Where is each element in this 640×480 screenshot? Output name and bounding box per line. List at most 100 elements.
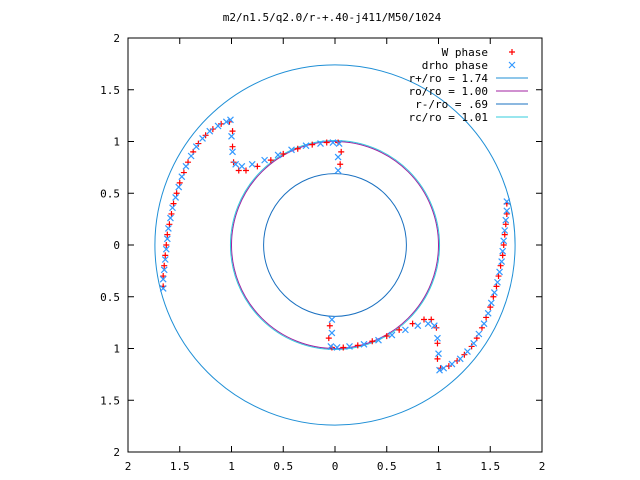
data-point xyxy=(369,338,376,345)
data-point xyxy=(503,210,510,217)
data-point xyxy=(162,252,169,259)
data-point xyxy=(502,221,509,228)
data-point xyxy=(430,322,438,330)
data-point xyxy=(195,140,202,147)
data-point xyxy=(428,316,435,323)
data-point xyxy=(159,275,167,283)
data-point xyxy=(267,157,274,164)
legend-label: W phase xyxy=(442,46,488,59)
data-point xyxy=(294,145,301,152)
data-point xyxy=(178,173,186,181)
data-point xyxy=(448,360,456,368)
x-tick-label: 2 xyxy=(125,460,132,473)
data-point xyxy=(490,293,497,300)
data-point xyxy=(414,322,422,330)
data-point xyxy=(503,198,511,205)
data-point xyxy=(388,331,396,339)
data-point xyxy=(187,152,195,160)
data-point xyxy=(199,134,206,142)
data-point xyxy=(501,227,509,234)
x-tick-label: 1.5 xyxy=(480,460,500,473)
data-point xyxy=(500,242,507,248)
data-point xyxy=(468,343,475,350)
x-tick-label: 1 xyxy=(435,460,442,473)
data-point xyxy=(176,179,183,186)
data-point xyxy=(261,156,269,164)
data-point xyxy=(232,160,240,168)
data-point xyxy=(309,141,316,148)
data-point xyxy=(162,245,170,253)
radius-circle xyxy=(154,64,516,426)
radius-circle xyxy=(263,173,407,317)
y-tick-label: 0.5 xyxy=(100,187,120,200)
data-point xyxy=(229,128,236,135)
data-point xyxy=(498,258,506,265)
legend-marker xyxy=(509,49,515,55)
data-point xyxy=(274,151,282,159)
data-point xyxy=(242,167,249,174)
data-point xyxy=(470,339,478,347)
y-tick-label: 0.5 xyxy=(100,291,120,304)
data-point xyxy=(333,344,341,351)
data-point xyxy=(396,326,403,333)
data-point xyxy=(360,340,368,348)
y-tick-label: 2 xyxy=(113,446,120,459)
y-tick-label: 2 xyxy=(113,32,120,45)
data-point xyxy=(424,320,432,328)
data-point xyxy=(499,252,506,259)
data-point xyxy=(238,162,246,170)
y-tick-label: 1.5 xyxy=(100,84,120,97)
data-point xyxy=(440,364,448,372)
data-point xyxy=(494,278,501,286)
data-point xyxy=(326,322,333,329)
data-point xyxy=(229,143,236,150)
data-point xyxy=(435,350,442,358)
data-point xyxy=(173,190,180,197)
data-point xyxy=(182,162,190,170)
data-point xyxy=(409,320,416,327)
y-tick-label: 1 xyxy=(113,136,120,149)
x-tick-label: 2 xyxy=(539,460,546,473)
data-point xyxy=(480,320,488,328)
data-point xyxy=(209,126,216,133)
data-point xyxy=(434,340,441,347)
data-point xyxy=(496,268,503,276)
data-point xyxy=(325,335,332,342)
data-point xyxy=(329,139,337,146)
data-point xyxy=(502,216,510,224)
data-point xyxy=(327,343,335,350)
data-point xyxy=(167,214,174,222)
data-point xyxy=(503,207,511,215)
x-tick-label: 1.5 xyxy=(170,460,190,473)
data-point xyxy=(164,225,172,232)
data-point xyxy=(175,183,183,191)
data-point xyxy=(334,167,342,174)
data-point xyxy=(172,193,180,201)
data-point xyxy=(375,336,382,344)
x-tick-label: 0.5 xyxy=(377,460,397,473)
data-point xyxy=(228,132,235,140)
data-point xyxy=(493,283,500,290)
data-point xyxy=(280,150,287,157)
data-point xyxy=(163,235,171,243)
data-point xyxy=(456,355,464,363)
data-point xyxy=(490,289,498,297)
data-point xyxy=(229,148,236,156)
data-point xyxy=(317,140,324,147)
data-point xyxy=(499,247,507,255)
legend-marker xyxy=(508,61,516,69)
data-point xyxy=(461,351,468,358)
data-point xyxy=(166,221,173,228)
data-point xyxy=(434,334,441,342)
legend-label: ro/ro = 1.00 xyxy=(409,85,488,98)
data-point xyxy=(484,309,492,317)
data-point xyxy=(434,355,441,362)
data-point xyxy=(328,329,336,337)
x-tick-label: 1 xyxy=(228,460,235,473)
data-point xyxy=(169,204,176,212)
x-tick-label: 0.5 xyxy=(273,460,293,473)
data-point xyxy=(436,366,443,374)
data-point xyxy=(235,167,242,174)
data-point xyxy=(164,231,171,238)
